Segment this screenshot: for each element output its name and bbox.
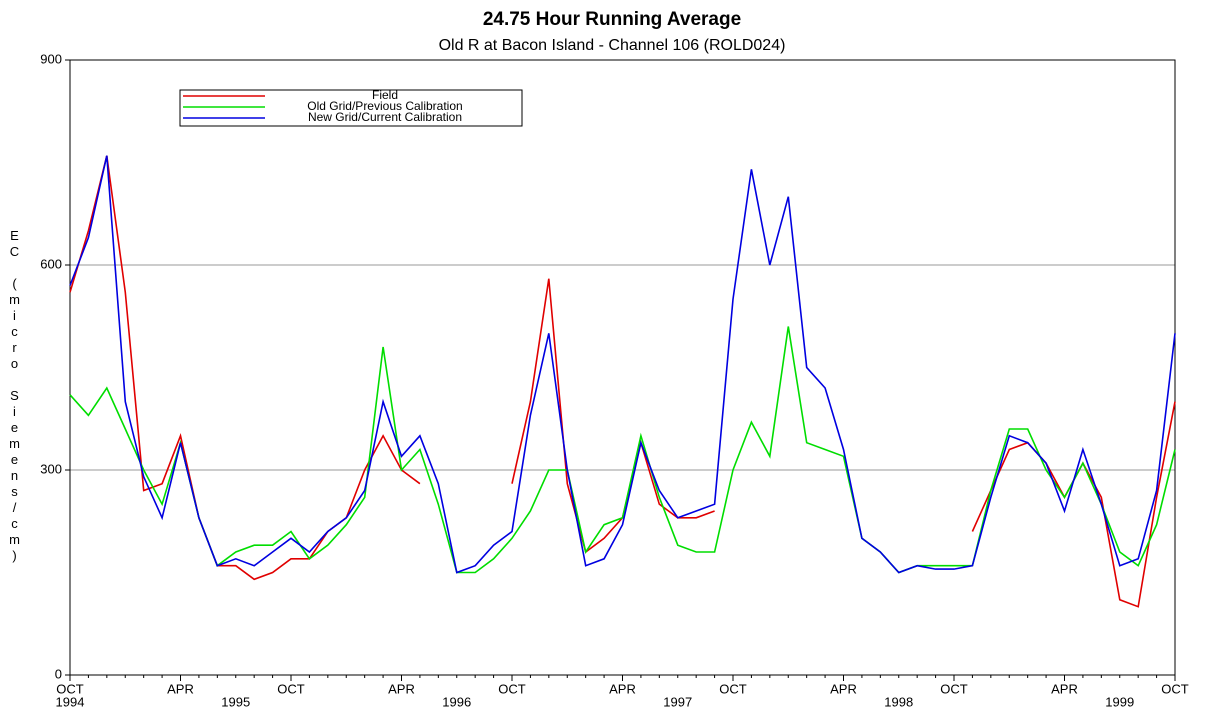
y-tick-label: 300 bbox=[40, 461, 62, 476]
x-year-label: 1997 bbox=[663, 694, 692, 709]
legend-box bbox=[179, 89, 523, 127]
x-tick-label: OCT bbox=[1161, 681, 1189, 696]
plot-frame bbox=[69, 59, 1176, 676]
x-tick-label: APR bbox=[1051, 681, 1078, 696]
chart-subtitle: Old R at Bacon Island - Channel 106 (ROL… bbox=[439, 37, 786, 54]
chart-title: 24.75 Hour Running Average bbox=[483, 9, 741, 30]
data-line bbox=[69, 326, 1176, 574]
x-tick-label: OCT bbox=[56, 681, 84, 696]
x-tick-label: OCT bbox=[277, 681, 305, 696]
x-year-label: 1994 bbox=[56, 694, 85, 709]
x-tick-label: APR bbox=[388, 681, 415, 696]
x-tick-label: OCT bbox=[940, 681, 968, 696]
x-year-label: 1998 bbox=[884, 694, 913, 709]
x-year-label: 1995 bbox=[221, 694, 250, 709]
y-tick-label: 600 bbox=[40, 256, 62, 271]
y-tick-label: 0 bbox=[55, 666, 62, 681]
x-tick-label: OCT bbox=[498, 681, 526, 696]
data-line bbox=[69, 155, 1176, 608]
x-tick-label: APR bbox=[167, 681, 194, 696]
x-year-label: 1996 bbox=[442, 694, 471, 709]
legend-label: New Grid/Current Calibration bbox=[308, 110, 462, 124]
y-tick-label: 900 bbox=[40, 51, 62, 66]
x-tick-label: APR bbox=[609, 681, 636, 696]
x-tick-label: OCT bbox=[719, 681, 747, 696]
data-line bbox=[69, 155, 1176, 574]
legend-label: Field bbox=[372, 88, 398, 102]
y-axis-label: EC (micro Siemens/cm) bbox=[7, 228, 22, 564]
x-tick-label: APR bbox=[830, 681, 857, 696]
legend-label: Old Grid/Previous Calibration bbox=[307, 99, 462, 113]
x-year-label: 1999 bbox=[1105, 694, 1134, 709]
